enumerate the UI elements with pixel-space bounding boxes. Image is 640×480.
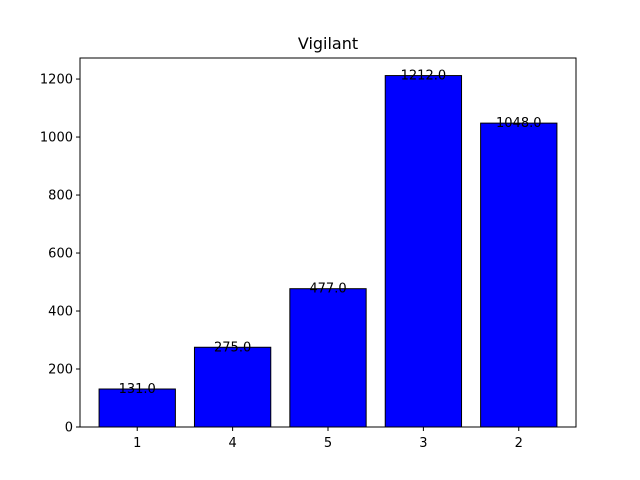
data-label: 131.0 [119, 382, 156, 397]
y-tick-label: 800 [48, 189, 73, 204]
x-tick-label: 4 [228, 436, 236, 451]
bars-group [98, 75, 558, 428]
y-tick-label: 1200 [40, 73, 73, 88]
chart-title: Vigilant [298, 34, 358, 53]
y-axis: 0 200 400 600 800 1000 1200 [40, 73, 80, 436]
y-tick-label: 200 [48, 363, 73, 378]
data-label: 477.0 [309, 282, 346, 297]
x-tick-label: 2 [515, 436, 523, 451]
data-label: 1048.0 [496, 116, 542, 131]
x-tick-label: 1 [133, 436, 141, 451]
x-tick-label: 5 [324, 436, 332, 451]
bar-1 [98, 388, 176, 428]
y-tick-label: 600 [48, 247, 73, 262]
x-tick-label: 3 [419, 436, 427, 451]
bar-4 [193, 346, 272, 428]
x-axis: 1 4 5 3 2 [133, 427, 523, 451]
data-label: 275.0 [214, 340, 251, 355]
data-labels-group: 131.0 275.0 477.0 1212.0 1048.0 [119, 69, 542, 397]
y-tick-label: 0 [65, 421, 73, 436]
bar-2 [480, 122, 558, 428]
y-tick-label: 400 [48, 305, 73, 320]
bar-3 [384, 75, 463, 428]
bar-5 [289, 288, 367, 428]
plot-frame [79, 57, 577, 428]
data-label: 1212.0 [401, 69, 447, 84]
y-tick-label: 1000 [40, 131, 73, 146]
